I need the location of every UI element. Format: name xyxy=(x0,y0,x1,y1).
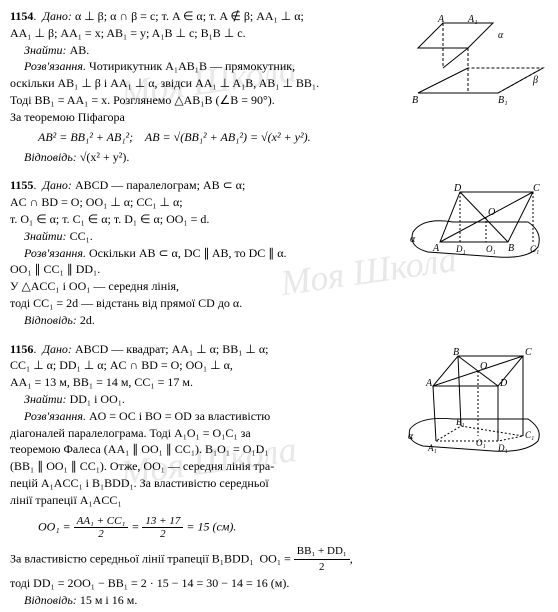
solution-label: Розв'язання. xyxy=(24,409,86,423)
solution-text: тоді CC₁ = 2d — відстань від прямої CD д… xyxy=(10,295,390,312)
svg-text:A: A xyxy=(432,243,440,254)
given-text: AC ∩ BD = O; OO₁ ⊥ α; CC₁ ⊥ α; xyxy=(10,194,390,211)
problem-number: 1154 xyxy=(10,9,33,23)
page-content: A A₁ α B B₁ β 1154. Дано: α ⊥ β; α ∩ β =… xyxy=(10,8,548,609)
svg-text:O: O xyxy=(480,361,487,372)
svg-text:B₁: B₁ xyxy=(456,417,465,427)
formula: AB² = BB₁² + AB₁²; AB = √(BB₁² + AB₁²) =… xyxy=(38,130,390,145)
svg-text:O₁: O₁ xyxy=(476,438,486,448)
find-label: Знайти: xyxy=(24,392,67,406)
solution-text: За теоремою Піфагора xyxy=(10,109,390,126)
find-text: DD₁ i OO₁. xyxy=(70,392,125,406)
svg-text:D: D xyxy=(453,183,462,194)
svg-text:D₁: D₁ xyxy=(497,443,508,453)
find-label: Знайти: xyxy=(24,229,67,243)
solution-text: тоді DD₁ = 2OO₁ − BB₁ = 2 · 15 − 14 = 30… xyxy=(10,575,548,592)
solution-text: У △ACC₁ і OO₁ — середня лінія, xyxy=(10,278,390,295)
svg-text:C₁: C₁ xyxy=(530,244,539,254)
solution-text: OO₁ ∥ CC₁ ∥ DD₁. xyxy=(10,261,390,278)
svg-text:C: C xyxy=(533,183,540,194)
given-text: AA₁ = 13 м, BB₁ = 14 м, CC₁ = 17 м. xyxy=(10,374,390,391)
svg-text:D: D xyxy=(499,378,508,389)
svg-text:O₁: O₁ xyxy=(486,244,496,254)
solution-text: діагоналей паралелограма. Тоді A₁O₁ = O₁… xyxy=(10,425,390,442)
svg-text:C₁: C₁ xyxy=(525,430,534,440)
svg-text:α: α xyxy=(498,30,504,41)
problem-1154: A A₁ α B B₁ β 1154. Дано: α ⊥ β; α ∩ β =… xyxy=(10,8,548,165)
given-text: α ⊥ β; α ∩ β = c; т. A ∈ α; т. A ∉ β; AA… xyxy=(75,9,304,23)
solution-label: Розв'язання. xyxy=(24,246,86,260)
given-text: т. O₁ ∈ α; т. C₁ ∈ α; т. D₁ ∈ α; OO₁ = d… xyxy=(10,211,390,228)
find-label: Знайти: xyxy=(24,43,67,57)
svg-text:A: A xyxy=(437,14,445,25)
solution-text: За властивістю середньої лінії трапеції … xyxy=(10,544,548,576)
svg-text:B: B xyxy=(412,95,418,106)
given-text: ABCD — паралелограм; AB ⊂ α; xyxy=(75,178,245,192)
solution-text: оскільки AB₁ ⊥ β і AA₁ ⊥ α, звідси AA₁ ⊥… xyxy=(10,75,390,92)
answer-label: Відповідь: xyxy=(24,150,77,164)
svg-text:α: α xyxy=(408,431,414,442)
answer-text: 2d. xyxy=(80,313,95,327)
svg-text:O: O xyxy=(488,207,495,218)
diagram-1156: A B C D O A₁ B₁ C₁ D₁ O₁ α xyxy=(398,341,548,485)
given-text: CC₁ ⊥ α; DD₁ ⊥ α; AC ∩ BD = O; OO₁ ⊥ α, xyxy=(10,357,390,374)
svg-text:A₁: A₁ xyxy=(427,443,437,453)
answer-label: Відповідь: xyxy=(24,593,77,607)
problem-number: 1155 xyxy=(10,178,33,192)
problem-1156: A B C D O A₁ B₁ C₁ D₁ O₁ α 1156. Дано: A… xyxy=(10,341,548,609)
solution-text: Тоді BB₁ = AA₁ = x. Розглянемо △AB₁B (∠B… xyxy=(10,92,390,109)
problem-number: 1156 xyxy=(10,342,33,356)
svg-text:B: B xyxy=(453,347,459,358)
solution-text: теоремою Фалеса (AA₁ ∥ OO₁ ∥ CC₁). B₁O₁ … xyxy=(10,441,390,458)
svg-text:A: A xyxy=(425,378,433,389)
solution-text: пецій A₁ACC₁ i B₁BDD₁. За властивістю се… xyxy=(10,475,390,492)
diagram-1155: A B C D O O₁ C₁ D₁ α xyxy=(398,177,548,291)
svg-text:C: C xyxy=(525,347,532,358)
answer-text: 15 м і 16 м. xyxy=(80,593,138,607)
svg-text:D₁: D₁ xyxy=(455,244,466,254)
diagram-1154: A A₁ α B B₁ β xyxy=(398,8,548,122)
answer-label: Відповідь: xyxy=(24,313,77,327)
given-label: Дано: xyxy=(42,342,72,356)
svg-text:α: α xyxy=(410,234,416,245)
given-text: AA₁ ⊥ β; AA₁ = x; AB₁ = y; A₁B ⊥ c; B₁B … xyxy=(10,26,246,40)
solution-text: (BB₁ ∥ OO₁ ∥ CC₁). Отже, OO₁ — середня л… xyxy=(10,458,390,475)
given-label: Дано: xyxy=(42,9,72,23)
answer-text: √(x² + y²). xyxy=(80,150,130,164)
solution-text: лінії трапеції A₁ACC₁ xyxy=(10,492,390,509)
given-text: ABCD — квадрат; AA₁ ⊥ α; BB₁ ⊥ α; xyxy=(75,342,269,356)
solution-label: Розв'язання. xyxy=(24,59,86,73)
solution-text: Чотирикутник A₁AB₁B — прямокутник, xyxy=(89,59,295,73)
solution-text: AO = OC i BO = OD за властивістю xyxy=(89,409,270,423)
svg-text:B₁: B₁ xyxy=(498,95,508,106)
find-text: CC₁. xyxy=(70,229,93,243)
svg-text:β: β xyxy=(532,75,538,86)
problem-1155: A B C D O O₁ C₁ D₁ α 1155. Дано: ABCD — … xyxy=(10,177,548,328)
svg-text:B: B xyxy=(508,243,514,254)
svg-text:A₁: A₁ xyxy=(467,14,478,25)
given-label: Дано: xyxy=(42,178,72,192)
find-text: AB. xyxy=(70,43,90,57)
solution-text: Оскільки AB ⊂ α, DC ∥ AB, то DC ∥ α. xyxy=(89,246,287,260)
formula: OO₁ = AA₁ + CC₁2 = 13 + 172 = 15 (см). xyxy=(38,515,548,540)
